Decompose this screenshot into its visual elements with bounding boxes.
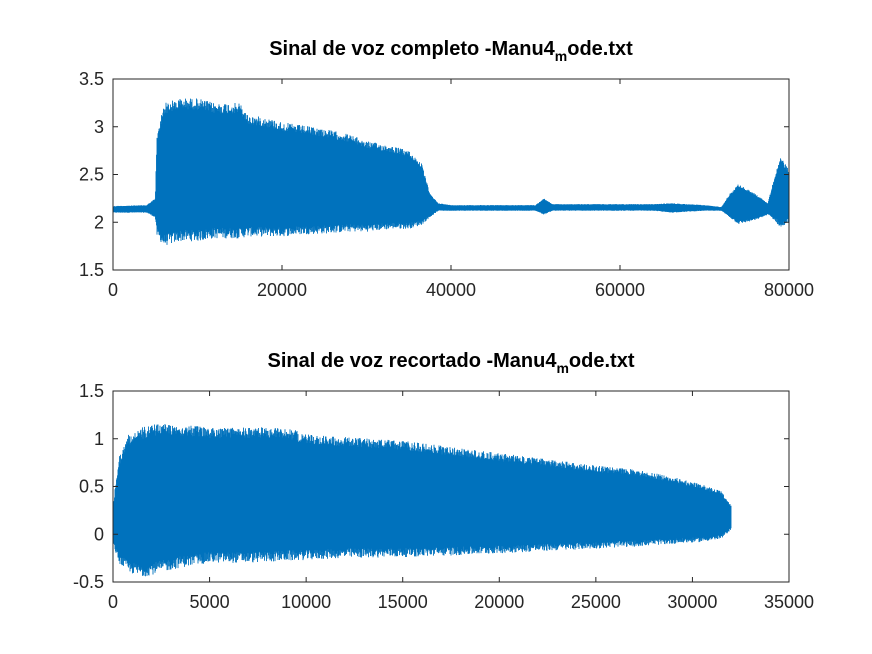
bottom-plot-xtick-label: 20000	[474, 592, 524, 612]
bottom-plot-ticks: 0 5000 10000 15000 20000 25000 30000 35000-0.50…	[73, 381, 814, 612]
bottom-plot-title-main: Sinal de voz recortado -Manu4	[268, 350, 558, 372]
bottom-plot-ytick-label: 1	[94, 429, 104, 449]
bottom-plot-ytick-label: 1.5	[79, 381, 104, 401]
top-plot-ytick-label: 2	[94, 212, 104, 232]
bottom-plot-axes: Sinal de voz recortado -Manu4mode.txt 0 5…	[73, 350, 814, 612]
bottom-plot-title: Sinal de voz recortado -Manu4mode.txt	[268, 350, 635, 376]
bottom-plot-title-subscript: m	[556, 360, 568, 376]
bottom-plot-xtick-label: 30000	[667, 592, 717, 612]
bottom-plot-xtick-label: 10000	[281, 592, 331, 612]
top-plot-ytick-label: 3.5	[79, 69, 104, 89]
bottom-plot-frame-outline	[112, 390, 790, 583]
bottom-plot-ytick-label: 0	[94, 524, 104, 544]
top-plot-ytick-label: 3	[94, 117, 104, 137]
top-plot-axes: Sinal de voz completo -Manu4mode.txt 0 20…	[79, 38, 814, 300]
top-plot-xtick-label: 60000	[595, 280, 645, 300]
bottom-plot-xtick-label: 35000	[764, 592, 814, 612]
top-plot-ytick-label: 1.5	[79, 260, 104, 280]
top-plot-ticks: 0 20000 40000 60000 80000 1.5 2 2.5 3 3.5	[79, 69, 814, 300]
top-plot-title-main: Sinal de voz completo -Manu4	[269, 38, 555, 60]
top-plot-xtick-label: 20000	[257, 280, 307, 300]
top-plot-title-suffix: ode.txt	[567, 38, 633, 60]
top-plot-title: Sinal de voz completo -Manu4mode.txt	[269, 38, 633, 64]
bottom-plot-xtick-label: 0	[108, 592, 118, 612]
top-plot-xtick-label: 40000	[426, 280, 476, 300]
top-plot-xtick-label: 80000	[764, 280, 814, 300]
top-plot-title-subscript: m	[555, 48, 567, 64]
bottom-plot-xtick-label: 15000	[378, 592, 428, 612]
top-plot-frame-outline	[112, 78, 790, 271]
bottom-plot-ytick-label: -0.5	[73, 572, 104, 592]
top-plot-ytick-label: 2.5	[79, 165, 104, 185]
bottom-plot-title-suffix: ode.txt	[569, 350, 635, 372]
top-plot-xtick-label: 0	[108, 280, 118, 300]
bottom-plot-ytick-label: 0.5	[79, 477, 104, 497]
bottom-plot-xtick-label: 5000	[190, 592, 230, 612]
bottom-plot-xtick-label: 25000	[571, 592, 621, 612]
